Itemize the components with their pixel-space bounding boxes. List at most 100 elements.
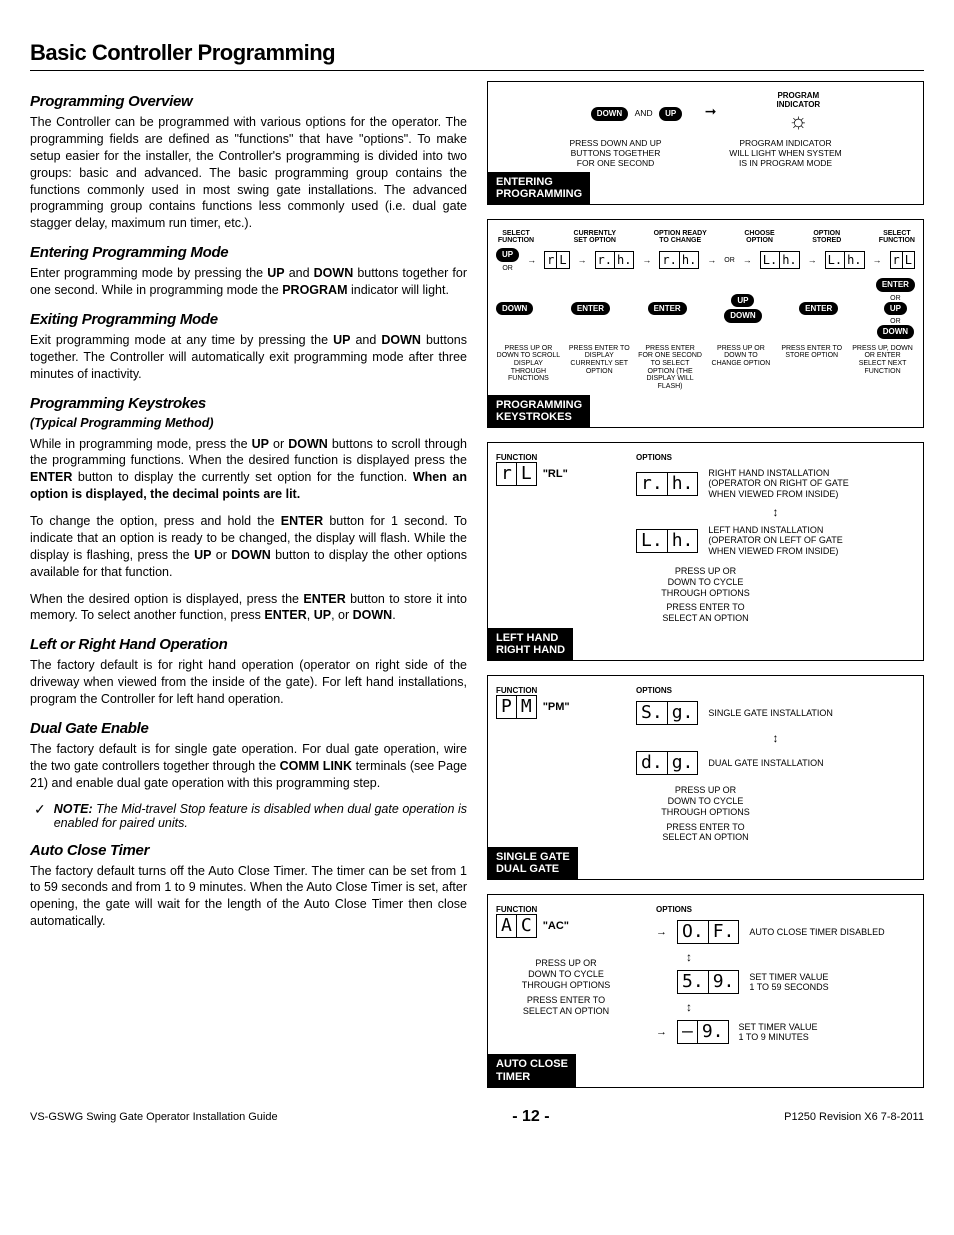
auto-heading: Auto Close Timer [30, 842, 467, 859]
d2-l3: CHOOSEOPTION [744, 230, 774, 244]
indicator-icon: ☼ [776, 110, 820, 132]
footer-left: VS-GSWG Swing Gate Operator Installation… [30, 1111, 278, 1123]
enter-pill: ENTER [799, 302, 838, 316]
page-number: - 12 - [512, 1108, 549, 1126]
updown-icon: ↕ [686, 950, 915, 964]
d2-desc: PRESS ENTER TO STORE OPTION [779, 345, 844, 391]
opt-text: LEFT HAND INSTALLATION (OPERATOR ON LEFT… [708, 525, 842, 556]
or-label: OR [724, 257, 735, 264]
diagram-dual: FUNCTION PM "PM" OPTIONS S.g. SINGLE GAT… [487, 675, 924, 880]
dual-heading: Dual Gate Enable [30, 720, 467, 737]
seg-display: L.h. [760, 251, 800, 269]
opt-text: SET TIMER VALUE 1 TO 59 SECONDS [749, 972, 828, 993]
and-label: AND [635, 108, 653, 118]
enter-pill: ENTER [648, 302, 687, 316]
select-text: PRESS ENTER TO SELECT AN OPTION [496, 822, 915, 844]
select-text: PRESS ENTER TO SELECT AN OPTION [496, 995, 636, 1017]
diagram-entering: DOWN AND UP ➞ PROGRAM INDICATOR ☼ PRESS … [487, 81, 924, 205]
d4-label: SINGLE GATEDUAL GATE [488, 847, 578, 879]
d1-right-text: PROGRAM INDICATOR WILL LIGHT WHEN SYSTEM… [711, 138, 861, 169]
entering-heading: Entering Programming Mode [30, 244, 467, 261]
arrow-icon: ➞ [705, 103, 717, 119]
overview-body: The Controller can be programmed with va… [30, 114, 467, 232]
updown-icon: ↕ [636, 505, 915, 519]
d1-label: ENTERINGPROGRAMMING [488, 172, 590, 204]
updown-icon: ↕ [686, 1000, 915, 1014]
seg-display: AC [496, 914, 537, 938]
opt-text: SINGLE GATE INSTALLATION [708, 708, 833, 718]
keystrokes-sub: (Typical Programming Method) [30, 416, 467, 430]
seg-display: rL [544, 251, 569, 269]
d2-l5: SELECTFUNCTION [879, 230, 915, 244]
enter-pill: ENTER [876, 278, 915, 292]
enter-pill: ENTER [571, 302, 610, 316]
overview-heading: Programming Overview [30, 93, 467, 110]
d2-desc: PRESS UP OR DOWN TO SCROLL DISPLAY THROU… [496, 345, 561, 391]
function-header: FUNCTION [496, 905, 636, 914]
d2-l2: OPTION READYTO CHANGE [654, 230, 707, 244]
seg-display: –9. [677, 1020, 729, 1044]
cycle-text: PRESS UP OR DOWN TO CYCLE THROUGH OPTION… [496, 566, 915, 598]
or-label: OR [502, 265, 513, 272]
keystrokes-heading: Programming Keystrokes [30, 395, 467, 412]
seg-display: PM [496, 695, 537, 719]
d5-label: AUTO CLOSETIMER [488, 1054, 576, 1086]
d2-l1: CURRENTLYSET OPTION [574, 230, 617, 244]
checkmark-icon: ✓ [34, 802, 46, 816]
d2-l4: OPTIONSTORED [812, 230, 841, 244]
opt-text: RIGHT HAND INSTALLATION (OPERATOR ON RIG… [708, 468, 848, 499]
function-header: FUNCTION [496, 686, 596, 695]
exiting-body: Exit programming mode at any time by pre… [30, 332, 467, 383]
page-footer: VS-GSWG Swing Gate Operator Installation… [30, 1108, 924, 1126]
options-header: OPTIONS [656, 905, 915, 914]
seg-display: r.h. [659, 251, 699, 269]
select-text: PRESS ENTER TO SELECT AN OPTION [496, 602, 915, 624]
code-label: "AC" [543, 920, 569, 932]
cycle-text: PRESS UP OR DOWN TO CYCLE THROUGH OPTION… [496, 958, 636, 990]
lr-heading: Left or Right Hand Operation [30, 636, 467, 653]
up-pill: UP [659, 107, 682, 121]
opt-text: SET TIMER VALUE 1 TO 9 MINUTES [739, 1022, 818, 1043]
seg-display: r.h. [636, 472, 698, 496]
diagram-auto: FUNCTION AC "AC" PRESS UP OR DOWN TO CYC… [487, 894, 924, 1087]
seg-display: L.h. [636, 529, 698, 553]
dual-note: ✓ NOTE: The Mid-travel Stop feature is d… [34, 802, 467, 830]
d3-label: LEFT HANDRIGHT HAND [488, 628, 573, 660]
d2-desc: PRESS ENTER FOR ONE SECOND TO SELECT OPT… [638, 345, 703, 391]
keystrokes-p3: When the desired option is displayed, pr… [30, 591, 467, 625]
options-header: OPTIONS [636, 686, 915, 695]
d2-desc: PRESS UP OR DOWN TO CHANGE OPTION [708, 345, 773, 391]
opt-text: DUAL GATE INSTALLATION [708, 758, 823, 768]
prog-ind-label: PROGRAM INDICATOR [776, 92, 820, 110]
d2-label: PROGRAMMINGKEYSTROKES [488, 395, 590, 427]
diagram-column: DOWN AND UP ➞ PROGRAM INDICATOR ☼ PRESS … [487, 81, 924, 1088]
opt-text: AUTO CLOSE TIMER DISABLED [749, 927, 884, 937]
footer-right: P1250 Revision X6 7-8-2011 [784, 1111, 924, 1123]
diagram-keystrokes: SELECT FUNCTION CURRENTLYSET OPTION OPTI… [487, 219, 924, 428]
down-pill: DOWN [724, 309, 761, 323]
seg-display: rL [890, 251, 915, 269]
seg-display: 5.9. [677, 970, 739, 994]
down-pill: DOWN [877, 325, 914, 339]
code-label: "PM" [543, 701, 570, 713]
d2-l0: SELECT FUNCTION [496, 230, 536, 244]
seg-display: r.h. [595, 251, 635, 269]
up-pill: UP [496, 248, 519, 262]
seg-display: rL [496, 462, 537, 486]
options-header: OPTIONS [636, 453, 915, 462]
seg-display: L.h. [825, 251, 865, 269]
seg-display: d.g. [636, 751, 698, 775]
up-pill: UP [884, 302, 907, 316]
down-pill: DOWN [496, 302, 533, 316]
auto-body: The factory default turns off the Auto C… [30, 863, 467, 931]
updown-icon: ↕ [636, 731, 915, 745]
keystrokes-p2: To change the option, press and hold the… [30, 513, 467, 581]
d2-desc: PRESS ENTER TO DISPLAY CURRENTLY SET OPT… [567, 345, 632, 391]
keystrokes-p1: While in programming mode, press the UP … [30, 436, 467, 504]
code-label: "RL" [543, 468, 568, 480]
cycle-text: PRESS UP OR DOWN TO CYCLE THROUGH OPTION… [496, 785, 915, 817]
function-header: FUNCTION [496, 453, 596, 462]
seg-display: O.F. [677, 920, 739, 944]
lr-body: The factory default is for right hand op… [30, 657, 467, 708]
down-pill: DOWN [591, 107, 628, 121]
